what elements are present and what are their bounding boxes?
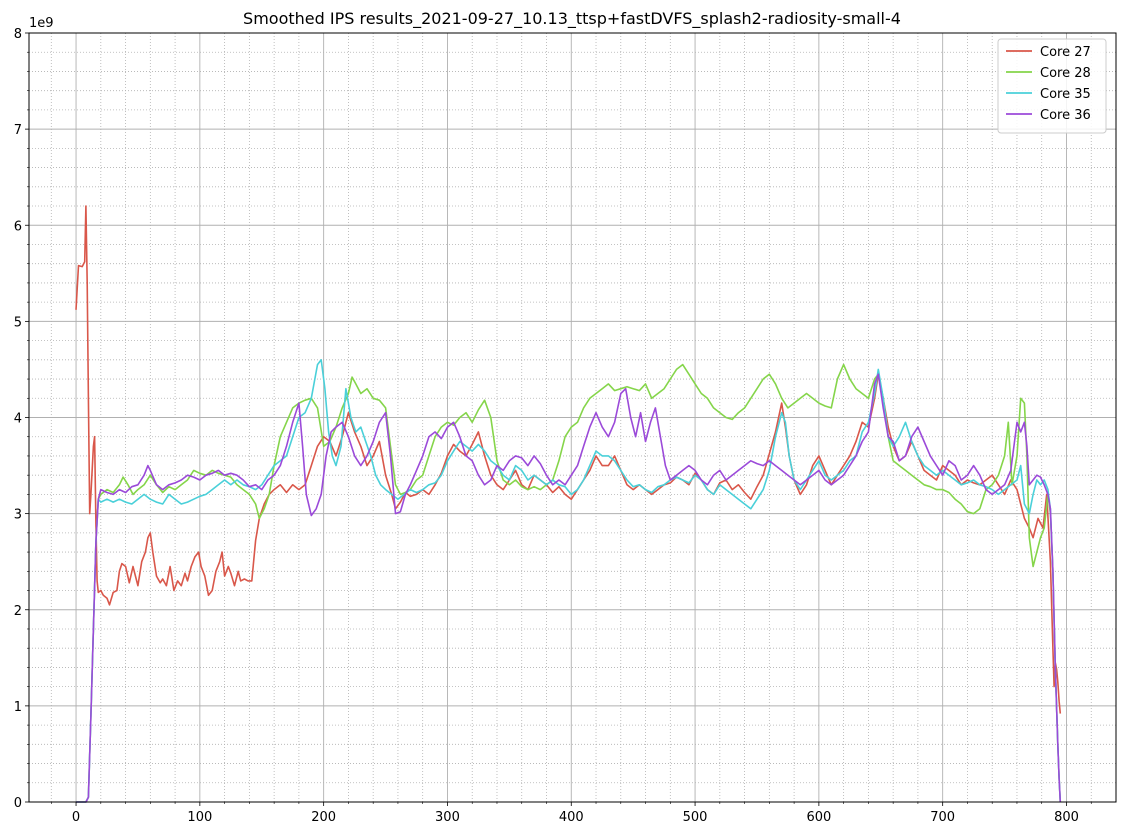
series-lines bbox=[75, 205, 1062, 803]
x-tick-label: 500 bbox=[683, 810, 708, 825]
y-tick-label: 6 bbox=[14, 219, 22, 234]
legend-label-core-27: Core 27 bbox=[1040, 45, 1091, 60]
axis-ticks: 0 100 200 300 400 500 600 700 800 0 1 2 3 4 5 6 7 8 bbox=[14, 27, 1092, 825]
chart-title: Smoothed IPS results_2021-09-27_10.13_tt… bbox=[243, 9, 901, 29]
x-tick-label: 600 bbox=[806, 810, 831, 825]
x-tick-label: 200 bbox=[311, 810, 336, 825]
x-tick-label: 0 bbox=[72, 810, 80, 825]
y-tick-label: 7 bbox=[14, 123, 22, 138]
x-tick-label: 800 bbox=[1054, 810, 1079, 825]
major-grid bbox=[29, 32, 1116, 803]
series-line-core-28 bbox=[76, 363, 1062, 803]
x-tick-label: 700 bbox=[930, 810, 955, 825]
series-line-core-36 bbox=[76, 373, 1062, 803]
legend-label-core-28: Core 28 bbox=[1040, 66, 1091, 81]
legend-label-core-36: Core 36 bbox=[1040, 108, 1091, 123]
y-tick-label: 2 bbox=[14, 604, 22, 619]
y-tick-label: 8 bbox=[14, 27, 22, 42]
legend-label-core-35: Core 35 bbox=[1040, 87, 1091, 102]
y-tick-label: 3 bbox=[14, 508, 22, 523]
y-tick-label: 4 bbox=[14, 412, 22, 427]
y-tick-label: 0 bbox=[14, 796, 22, 811]
y-tick-label: 1 bbox=[14, 700, 22, 715]
y-tick-label: 5 bbox=[14, 315, 22, 330]
legend-box bbox=[997, 38, 1107, 134]
legend: Core 27 Core 28 Core 35 Core 36 bbox=[997, 38, 1107, 134]
series-line-core-35 bbox=[76, 359, 1062, 803]
x-tick-label: 100 bbox=[187, 810, 212, 825]
y-exponent-label: 1e9 bbox=[29, 16, 54, 31]
x-tick-label: 400 bbox=[559, 810, 584, 825]
x-tick-label: 300 bbox=[435, 810, 460, 825]
